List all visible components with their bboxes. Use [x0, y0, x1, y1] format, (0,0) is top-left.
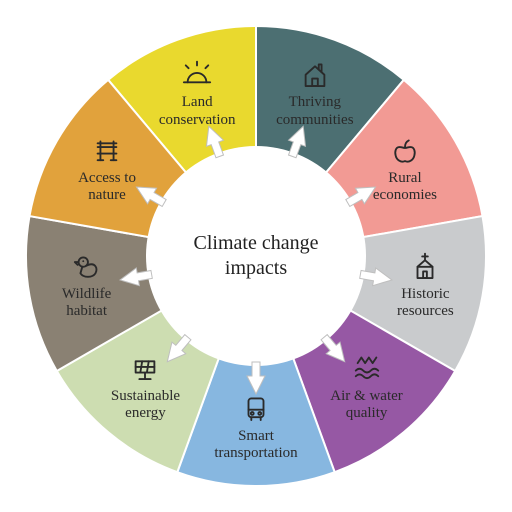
climate-wheel-diagram: Climate change impacts LandconservationT…: [0, 0, 512, 512]
center-label: Climate change impacts: [166, 231, 346, 281]
center-label-line2: impacts: [166, 256, 346, 281]
center-label-line1: Climate change: [166, 231, 346, 256]
